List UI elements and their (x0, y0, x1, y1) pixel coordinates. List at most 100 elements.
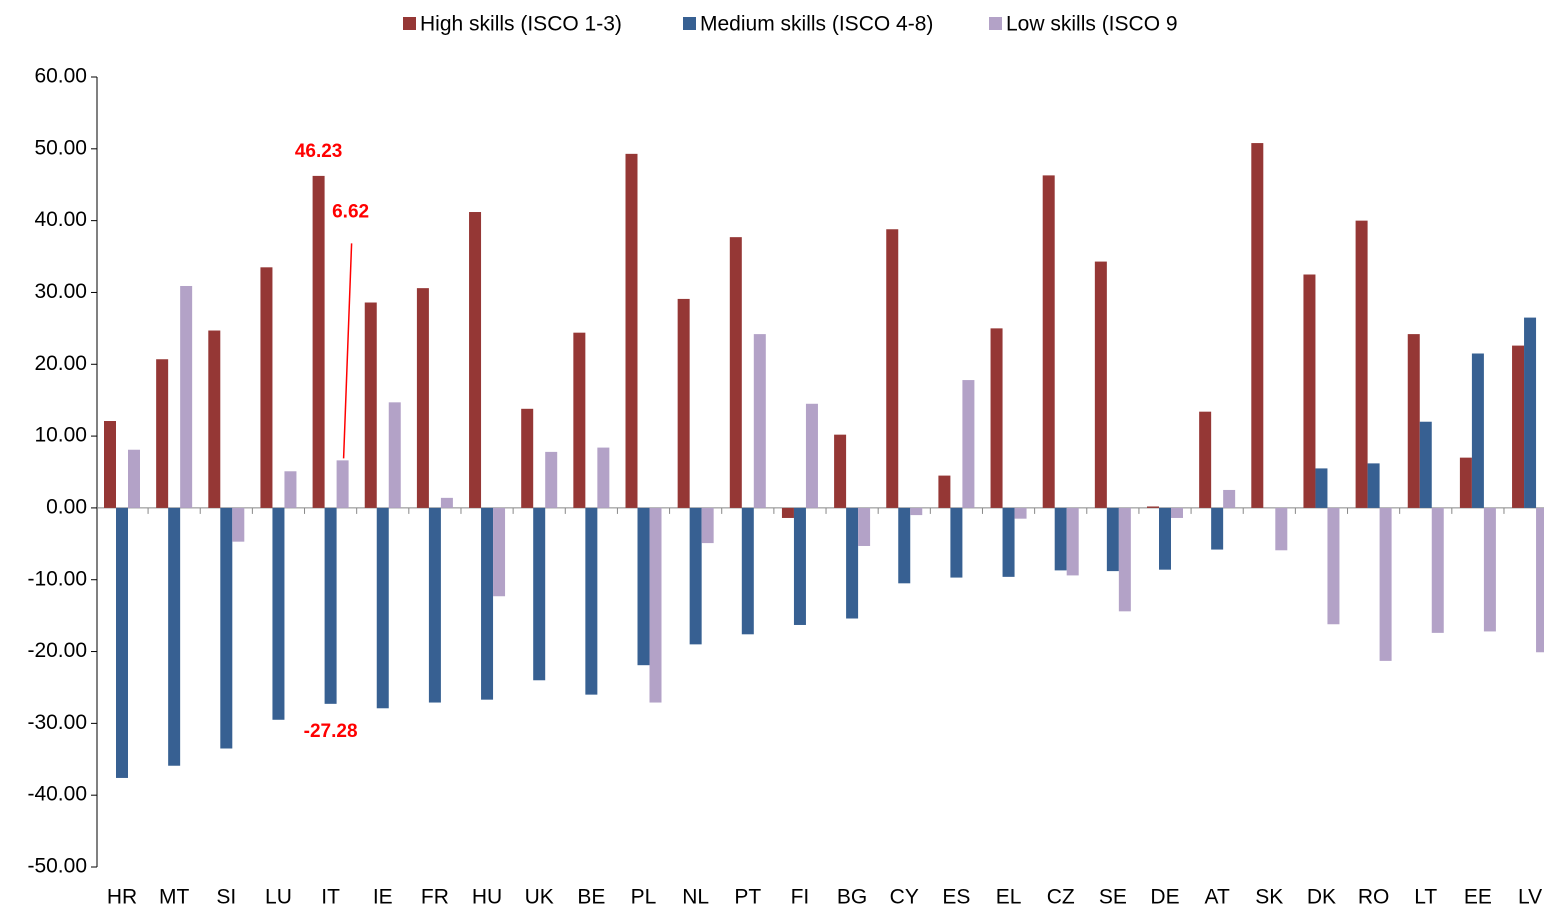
data-label: -27.28 (304, 721, 358, 742)
x-tick-label: FI (791, 886, 810, 909)
bar (573, 332, 586, 508)
x-tick-label: LU (265, 886, 292, 909)
bar (753, 334, 766, 508)
bar (272, 507, 285, 720)
legend-swatch (989, 17, 1002, 30)
bar (625, 153, 638, 508)
bar (1147, 506, 1159, 508)
bar (388, 402, 401, 508)
bar (284, 471, 297, 508)
bar (156, 359, 169, 508)
x-tick-label: RO (1358, 886, 1390, 909)
bar (834, 434, 847, 508)
bar (1094, 261, 1107, 508)
bar (898, 507, 911, 584)
x-tick-label: IT (321, 886, 340, 909)
x-tick-label: HR (107, 886, 137, 909)
bar (428, 507, 441, 703)
bar (729, 237, 742, 508)
legend-swatch (403, 17, 416, 30)
bar (180, 285, 193, 508)
bar (1159, 507, 1171, 570)
x-tick-label: HU (472, 886, 502, 909)
bar (545, 451, 558, 508)
bar (208, 330, 221, 508)
bar (1199, 411, 1212, 508)
bar (376, 507, 389, 709)
y-tick-label: -20.00 (27, 639, 87, 662)
bar (781, 507, 794, 518)
x-tick-label: NL (682, 886, 709, 909)
x-tick-label: DK (1307, 886, 1336, 909)
x-tick-label: BG (837, 886, 867, 909)
x-tick-label: PT (734, 886, 761, 909)
bar (1014, 507, 1027, 519)
bar (805, 403, 818, 508)
bar (1303, 274, 1316, 508)
bar (416, 288, 429, 508)
x-tick-label: EL (996, 886, 1022, 909)
y-tick-label: 40.00 (34, 208, 87, 231)
x-tick-label: ES (942, 886, 970, 909)
x-tick-label: SI (216, 886, 236, 909)
bar (1379, 507, 1392, 661)
y-tick-label: 60.00 (34, 65, 87, 88)
bar (585, 507, 598, 695)
legend-label: High skills (ISCO 1-3) (420, 13, 622, 36)
y-tick-label: -10.00 (27, 567, 87, 590)
bar (232, 507, 245, 542)
x-tick-label: CZ (1047, 886, 1075, 909)
bar (1512, 345, 1525, 508)
bar (637, 507, 650, 666)
bar (1171, 507, 1183, 518)
bar (938, 475, 951, 508)
data-label: 46.23 (295, 141, 343, 162)
bar (364, 302, 377, 508)
bar (1223, 489, 1236, 508)
y-tick-label: 10.00 (34, 424, 87, 447)
bar (1118, 507, 1131, 612)
bar (312, 175, 325, 508)
bar (649, 507, 662, 703)
bar (1275, 507, 1288, 551)
bar (793, 507, 806, 625)
bar (910, 507, 923, 516)
x-tick-label: UK (525, 886, 554, 909)
bar (1054, 507, 1067, 571)
bar (962, 380, 975, 508)
y-tick-label: 50.00 (34, 136, 87, 159)
bar (886, 229, 899, 508)
bar (469, 212, 482, 508)
bar (741, 507, 754, 635)
bar (1042, 175, 1055, 508)
bar (220, 507, 233, 749)
bar (116, 507, 128, 778)
bar (1355, 220, 1368, 508)
legend-swatch (683, 17, 696, 30)
bar (533, 507, 546, 681)
bar (168, 507, 181, 766)
bar (677, 298, 690, 508)
bar (1471, 353, 1484, 508)
y-tick-label: -50.00 (27, 855, 87, 878)
data-label: 6.62 (332, 201, 369, 222)
bar (1483, 507, 1496, 632)
y-tick-label: 30.00 (34, 280, 87, 303)
y-tick-label: 0.00 (46, 495, 87, 518)
bar (324, 507, 337, 704)
bar (260, 267, 273, 508)
bar (1367, 463, 1380, 508)
bar (521, 408, 534, 508)
bar (846, 507, 859, 619)
bar (336, 460, 349, 508)
bar (1431, 507, 1444, 633)
bar (1002, 507, 1015, 577)
bar (990, 328, 1003, 508)
x-tick-label: LT (1414, 886, 1437, 909)
bar (481, 507, 494, 700)
bar (689, 507, 702, 645)
bar (1315, 468, 1328, 508)
bar (1536, 507, 1544, 653)
y-tick-label: 20.00 (34, 352, 87, 375)
